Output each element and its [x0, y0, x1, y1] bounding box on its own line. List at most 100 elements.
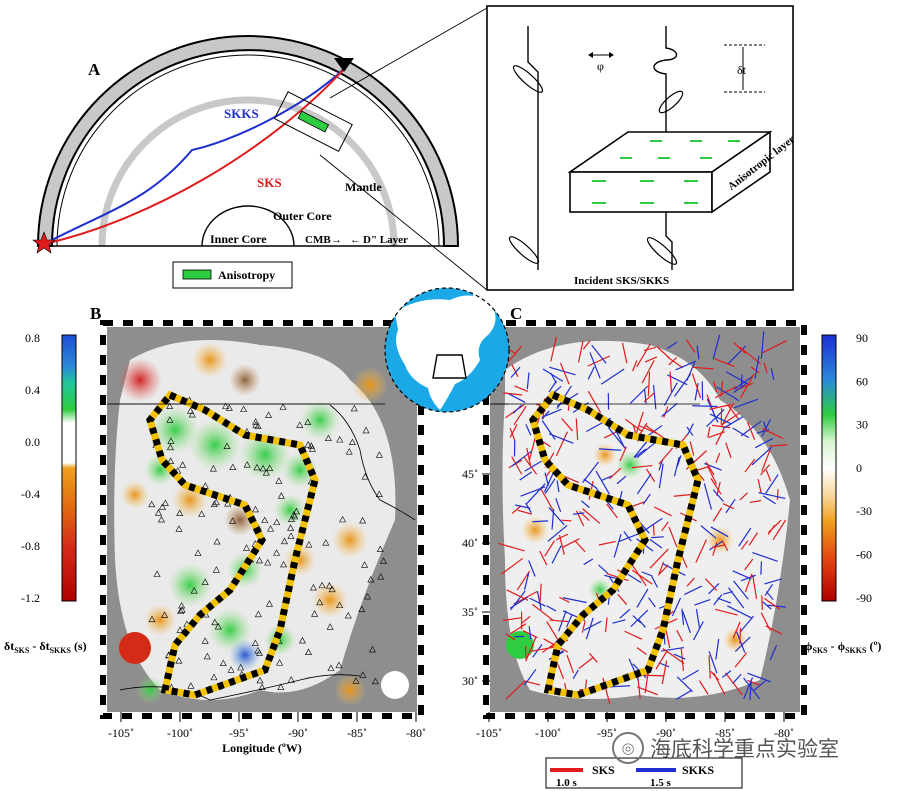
splitting-stick — [643, 346, 656, 352]
splitting-stick — [566, 654, 575, 674]
y-tick-label: 30˚ — [462, 674, 478, 688]
splitting-stick — [715, 608, 738, 616]
station-triangle-icon — [261, 516, 269, 524]
splitting-stick — [498, 542, 525, 552]
splitting-stick — [728, 587, 745, 609]
splitting-stick — [661, 660, 668, 685]
splitting-stick — [691, 373, 702, 399]
splitting-stick — [547, 525, 568, 542]
splitting-sticks-c — [498, 331, 788, 705]
skks-legend-label: SKKS — [682, 763, 714, 777]
splitting-stick — [715, 452, 721, 464]
splitting-stick — [517, 509, 533, 515]
station-triangle-icon — [277, 492, 285, 499]
splitting-stick — [598, 540, 616, 546]
study-region-box — [432, 354, 467, 379]
splitting-stick — [512, 404, 522, 414]
splitting-stick — [751, 446, 773, 466]
splitting-stick — [707, 426, 711, 438]
x-tick-label: -100˚ — [167, 726, 193, 740]
colorbar-c-tick: -60 — [856, 548, 872, 562]
splitting-stick — [514, 385, 529, 392]
skks-label: SKKS — [224, 106, 259, 121]
x-tick-label: -85˚ — [347, 726, 367, 740]
station-triangle-icon — [254, 610, 262, 618]
station-triangle-icon — [175, 525, 183, 532]
splitting-stick — [761, 340, 787, 354]
splitting-stick — [591, 344, 607, 364]
wave-right-top — [653, 26, 678, 150]
splitting-stick — [536, 591, 542, 611]
colorbar-c-ticks: 90 60 30 0 -30 -60 -90 — [856, 331, 872, 605]
station-triangle-icon — [336, 601, 344, 609]
splitting-stick — [556, 533, 569, 541]
splitting-stick — [680, 647, 685, 671]
splitting-stick — [749, 500, 761, 504]
splitting-stick — [692, 366, 714, 370]
splitting-stick — [686, 362, 696, 381]
splitting-stick — [505, 345, 523, 366]
splitting-stick — [562, 538, 580, 548]
station-triangle-icon — [265, 411, 273, 418]
splitting-stick — [694, 383, 699, 401]
splitting-stick — [633, 440, 649, 458]
station-triangle-icon — [304, 418, 312, 426]
splitting-stick — [760, 612, 772, 632]
splitting-stick — [706, 398, 719, 423]
station-triangle-icon — [376, 545, 384, 552]
wave-right-bottom — [665, 210, 673, 270]
splitting-stick — [581, 620, 586, 633]
splitting-stick — [638, 619, 646, 628]
splitting-stick — [516, 570, 531, 591]
splitting-stick — [712, 380, 718, 392]
station-triangle-icon — [267, 525, 275, 532]
splitting-stick — [625, 418, 643, 433]
splitting-stick — [772, 519, 787, 541]
station-triangle-icon — [166, 443, 174, 451]
splitting-stick — [541, 420, 556, 440]
station-triangle-icon — [292, 507, 300, 515]
splitting-stick — [604, 617, 608, 633]
splitting-stick — [721, 412, 741, 426]
station-triangle-icon — [255, 556, 263, 564]
watermark: ◎ 海底科学重点实验室 — [612, 728, 892, 768]
splitting-stick — [523, 572, 530, 591]
station-triangle-icon — [153, 570, 161, 577]
polarization-ellipse-left-bottom — [508, 236, 540, 264]
station-triangle-icon — [166, 416, 174, 423]
splitting-stick — [733, 375, 754, 390]
splitting-stick — [583, 558, 594, 566]
splitting-stick — [524, 668, 537, 686]
sks-legend-label: SKS — [592, 763, 615, 777]
splitting-stick — [595, 470, 611, 495]
splitting-stick — [767, 524, 776, 535]
splitting-stick — [651, 576, 658, 588]
splitting-stick — [644, 356, 658, 363]
splitting-stick — [722, 590, 734, 595]
splitting-stick — [666, 341, 678, 350]
splitting-stick — [651, 536, 664, 539]
splitting-stick — [526, 372, 530, 390]
splitting-stick — [739, 492, 749, 501]
sks-legend-scale: 1.0 s — [556, 777, 578, 789]
station-triangle-icon — [167, 457, 175, 464]
splitting-stick — [667, 356, 684, 369]
splitting-stick — [684, 585, 702, 596]
map-c-yticks: 45˚ 40˚ 35˚ 30˚ — [462, 467, 490, 688]
station-triangle-icon — [326, 623, 334, 630]
zoom-line-top — [329, 7, 488, 99]
splitting-stick — [548, 380, 557, 393]
splitting-stick — [686, 423, 694, 436]
splitting-stick — [558, 534, 565, 555]
splitting-stick — [673, 653, 686, 660]
cmb-label: CMB — [305, 234, 331, 246]
station-triangle-icon — [148, 615, 156, 623]
splitting-stick — [519, 471, 533, 481]
splitting-stick — [559, 362, 570, 385]
splitting-stick — [539, 487, 554, 511]
station-triangle-icon — [259, 464, 267, 472]
station-triangle-icon — [256, 676, 264, 684]
incident-label: Incident SKS/SKKS — [574, 275, 669, 287]
splitting-stick — [648, 597, 656, 608]
x-tick-label: -80˚ — [774, 726, 794, 740]
